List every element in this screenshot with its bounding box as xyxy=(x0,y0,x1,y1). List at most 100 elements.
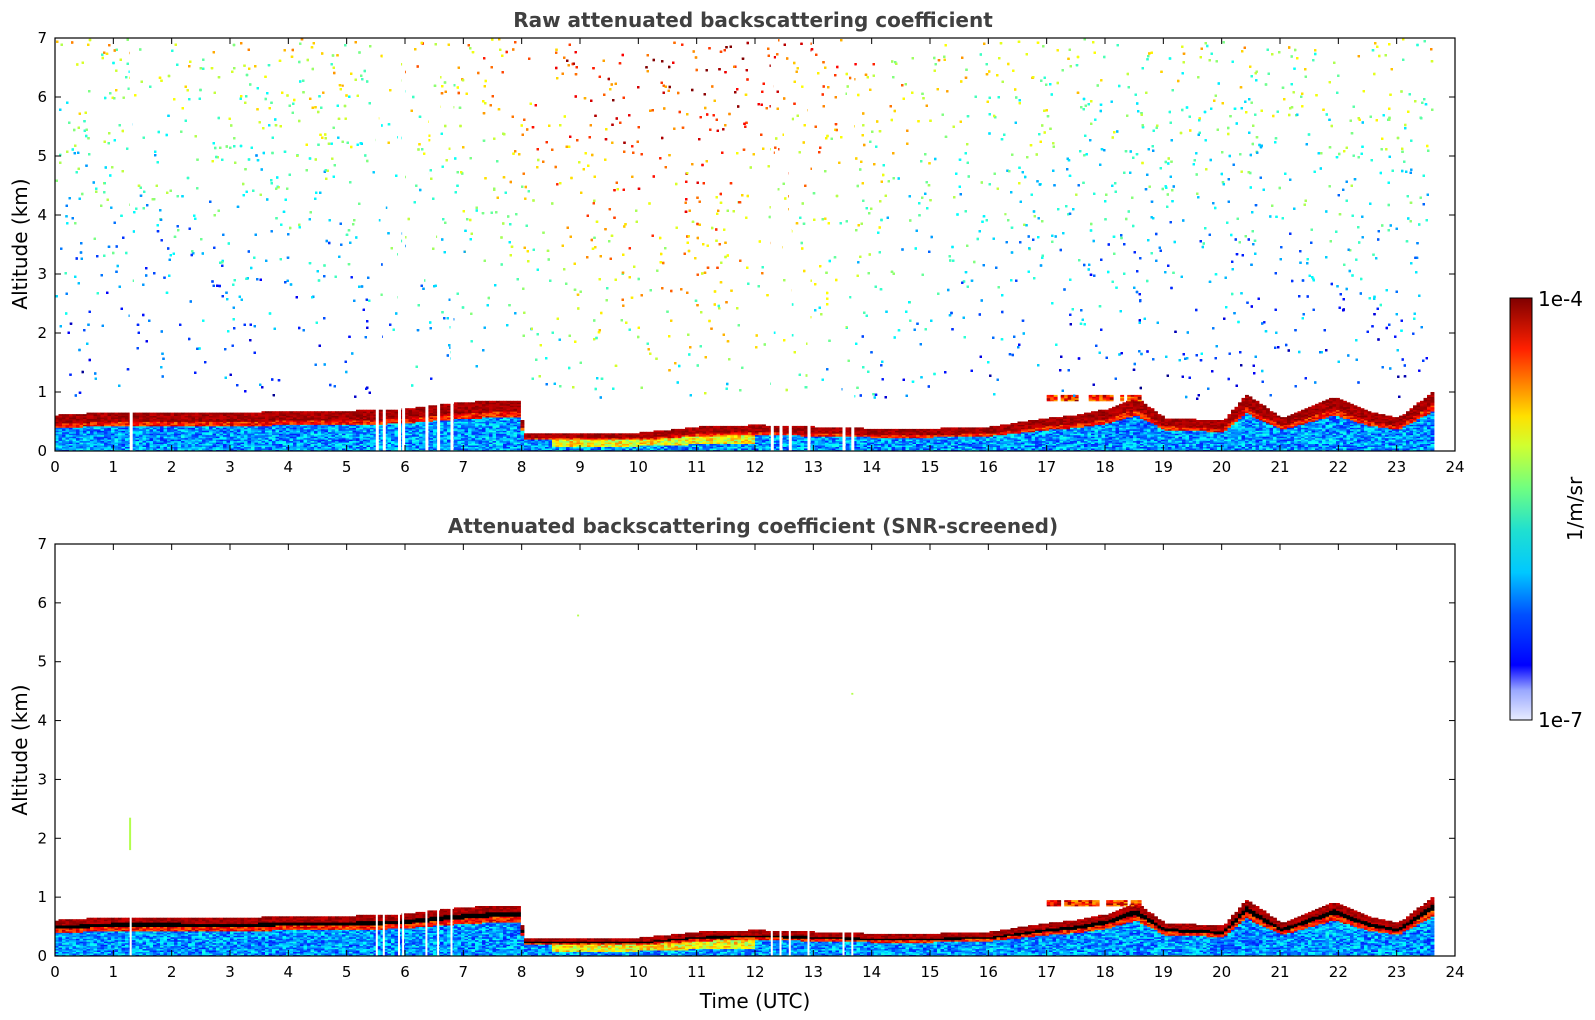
panel-raw: Raw attenuated backscattering coefficien… xyxy=(8,8,1465,476)
heatmap-cell xyxy=(199,413,203,415)
heatmap-cell xyxy=(265,411,269,413)
heatmap-cell xyxy=(346,411,350,413)
heatmap-cell xyxy=(727,426,731,428)
heatmap-cell xyxy=(587,433,591,435)
heatmap-cell xyxy=(111,413,115,415)
heatmap-cell xyxy=(524,433,528,435)
heatmap-cell xyxy=(269,411,273,413)
heatmap-cell xyxy=(678,429,682,431)
heatmap-cell xyxy=(76,414,80,416)
heatmap-cell xyxy=(517,401,521,403)
heatmap-cell xyxy=(601,433,605,435)
heatmap-cell xyxy=(307,411,311,413)
heatmap-cell xyxy=(675,429,679,431)
heatmap-cell xyxy=(283,411,287,413)
heatmap-cell xyxy=(699,426,703,428)
heatmap-cell xyxy=(279,411,283,413)
heatmap-cell xyxy=(801,426,805,428)
heatmap-cell xyxy=(633,433,637,435)
heatmap-cell xyxy=(545,433,549,435)
heatmap-cell xyxy=(80,414,84,416)
heatmap-cell xyxy=(493,401,497,403)
heatmap-cell xyxy=(766,426,770,428)
heatmap-cell xyxy=(661,430,665,432)
heatmap-cell xyxy=(755,424,759,426)
heatmap-cell xyxy=(486,401,490,403)
heatmap-cell xyxy=(762,424,766,426)
heatmap-cell xyxy=(206,413,210,415)
heatmap-cell xyxy=(339,411,343,413)
heatmap-cell xyxy=(213,413,217,415)
heatmap-cell xyxy=(468,402,472,404)
heatmap-cell xyxy=(776,426,780,428)
heatmap-cell xyxy=(136,413,140,415)
heatmap-cell xyxy=(125,413,129,415)
heatmap-cell xyxy=(160,413,164,415)
heatmap-cell xyxy=(465,402,469,404)
heatmap-cell xyxy=(650,432,654,434)
heatmap-cell xyxy=(94,413,98,415)
heatmap-cell xyxy=(804,426,808,428)
heatmap-cell xyxy=(391,410,395,412)
heatmap-cell xyxy=(115,413,119,415)
heatmap-cell xyxy=(563,433,567,435)
heatmap-cell xyxy=(458,402,462,404)
heatmap-cell xyxy=(570,433,574,435)
heatmap-cell xyxy=(321,411,325,413)
heatmap-cell xyxy=(241,413,245,415)
heatmap-cell xyxy=(216,413,220,415)
heatmap-cell xyxy=(626,433,630,435)
heatmap-cell xyxy=(717,426,721,428)
heatmap-cell xyxy=(104,413,108,415)
heatmap-cell xyxy=(248,413,252,415)
heatmap-cell xyxy=(293,411,297,413)
heatmap-cell xyxy=(619,433,623,435)
heatmap-cell xyxy=(185,413,189,415)
heatmap-cell xyxy=(689,427,693,429)
heatmap-cell xyxy=(503,401,507,403)
heatmap-cell xyxy=(552,433,556,435)
heatmap-cell xyxy=(500,401,504,403)
heatmap-cell xyxy=(353,411,357,413)
heatmap-cell xyxy=(535,433,539,435)
heatmap-cell xyxy=(202,413,206,415)
heatmap-cell xyxy=(811,426,815,428)
heatmap-cell xyxy=(636,433,640,435)
heatmap-cell xyxy=(496,401,500,403)
heatmap-cell xyxy=(101,413,105,415)
heatmap-cell xyxy=(325,411,329,413)
heatmap-cell xyxy=(538,433,542,435)
heatmap-cell xyxy=(244,413,248,415)
heatmap-cell xyxy=(594,433,598,435)
heatmap-cell xyxy=(713,426,717,428)
heatmap-cell xyxy=(822,427,826,429)
heatmap-cell xyxy=(237,413,241,415)
heatmap-cell xyxy=(262,411,266,413)
heatmap-cell xyxy=(647,432,651,434)
heatmap-cell xyxy=(759,424,763,426)
heatmap-cell xyxy=(139,413,143,415)
heatmap-cell xyxy=(87,413,91,415)
heatmap-cell xyxy=(510,401,514,403)
heatmap-cell xyxy=(192,413,196,415)
heatmap-cell xyxy=(741,426,745,428)
heatmap-cell xyxy=(797,426,801,428)
heatmap-cell xyxy=(59,414,63,416)
heatmap-cell xyxy=(748,424,752,426)
heatmap-cell xyxy=(696,427,700,429)
heatmap-cell xyxy=(220,413,224,415)
heatmap-cell xyxy=(682,429,686,431)
heatmap-cell xyxy=(720,426,724,428)
heatmap-cell xyxy=(461,402,465,404)
heatmap-cell xyxy=(643,432,647,434)
heatmap-cell xyxy=(815,427,819,429)
heatmap-cell xyxy=(297,411,301,413)
heatmap-cell xyxy=(83,414,87,416)
heatmap-cell xyxy=(479,401,483,403)
heatmap-cell xyxy=(605,433,609,435)
heatmap-cell xyxy=(73,414,77,416)
heatmap-cell xyxy=(591,433,595,435)
heatmap-cell xyxy=(615,433,619,435)
heatmap-cell xyxy=(251,413,255,415)
